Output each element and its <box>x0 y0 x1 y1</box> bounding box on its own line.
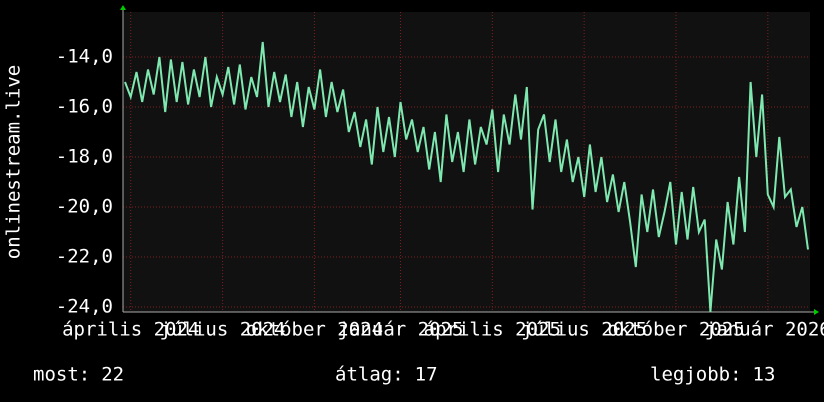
axis-arrow <box>814 309 819 315</box>
x-tick-label: október 2025 <box>607 319 744 341</box>
x-tick-label: július 2025 <box>521 319 647 341</box>
x-tick-label: január 2025 <box>338 319 464 341</box>
axis-arrow <box>120 5 126 10</box>
stat-value: 13 <box>753 364 776 386</box>
x-tick-label: október 2024 <box>246 319 383 341</box>
stat-label: most: <box>33 364 90 386</box>
plot-area <box>123 12 810 312</box>
stat-value: 17 <box>415 364 438 386</box>
data-line <box>124 41 809 313</box>
y-tick-label: -14,0 <box>56 46 113 68</box>
stat-label: legjobb: <box>650 364 742 386</box>
y-tick-label: -22,0 <box>56 246 113 268</box>
x-tick-label: július 2024 <box>160 319 286 341</box>
x-tick-label: január 2026 <box>705 319 824 341</box>
x-tick-label: április 2024 <box>62 319 199 341</box>
y-tick-label: -20,0 <box>56 196 113 218</box>
y-tick-label: -24,0 <box>56 296 113 318</box>
y-tick-label: -18,0 <box>56 146 113 168</box>
stat-value: 22 <box>101 364 124 386</box>
stat-label: átlag: <box>335 364 404 386</box>
x-tick-label: április 2025 <box>424 319 561 341</box>
y-tick-label: -16,0 <box>56 96 113 118</box>
y-axis-label: onlinestream.live <box>3 65 25 259</box>
